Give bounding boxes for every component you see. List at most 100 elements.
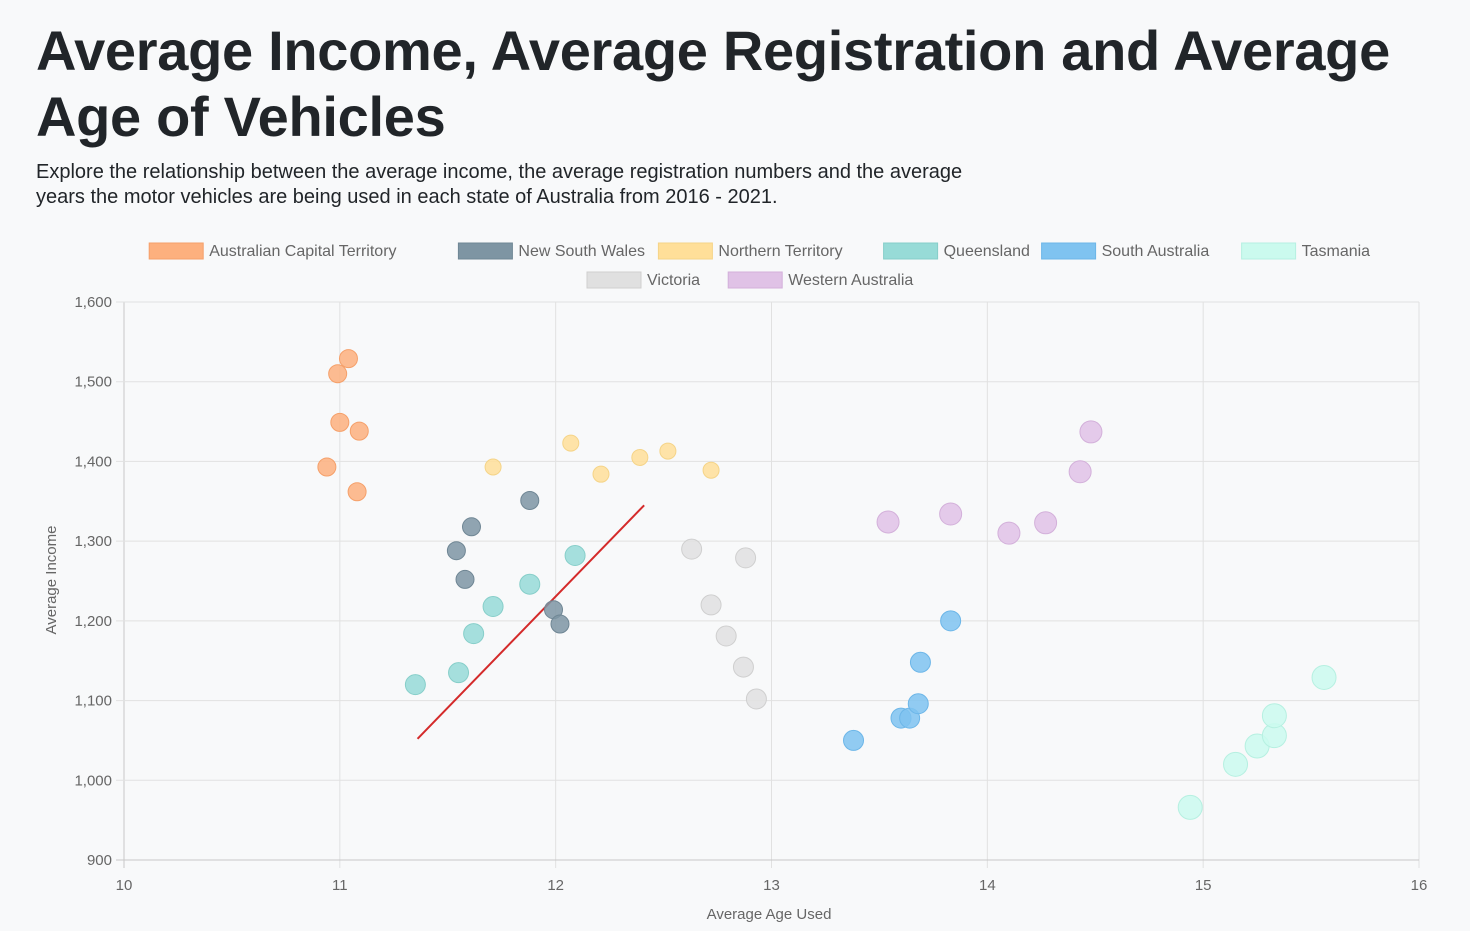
legend-item: New South Wales bbox=[457, 242, 645, 260]
series-group bbox=[446, 490, 570, 634]
chart-legend: Australian Capital Territory New South Wa… bbox=[148, 242, 1371, 289]
y-tick-label: 1,500 bbox=[74, 374, 112, 391]
data-point bbox=[317, 457, 337, 477]
data-point bbox=[338, 349, 358, 369]
legend-label: South Australia bbox=[1102, 243, 1210, 260]
data-point bbox=[907, 693, 929, 715]
data-point bbox=[328, 364, 348, 384]
legend-label: New South Wales bbox=[518, 243, 645, 260]
data-points bbox=[317, 349, 1337, 820]
data-point bbox=[446, 541, 466, 561]
data-point bbox=[876, 510, 900, 534]
legend-label: Victoria bbox=[647, 272, 700, 289]
data-point bbox=[1177, 794, 1203, 820]
trendline-layer bbox=[416, 504, 645, 740]
data-point bbox=[1034, 511, 1058, 535]
x-tick-label: 11 bbox=[332, 877, 348, 894]
legend-item: Australian Capital Territory bbox=[148, 242, 397, 260]
series-group bbox=[404, 544, 586, 696]
data-point bbox=[939, 502, 963, 526]
legend-swatch bbox=[586, 271, 642, 289]
series-group bbox=[484, 434, 720, 483]
data-point bbox=[1068, 460, 1092, 484]
series-group bbox=[1177, 664, 1337, 820]
data-point bbox=[455, 569, 475, 589]
data-point bbox=[631, 448, 649, 466]
page-title: Average Income, Average Registration and… bbox=[36, 19, 1390, 148]
data-point bbox=[461, 517, 481, 537]
data-point bbox=[519, 573, 541, 595]
legend-label: Northern Territory bbox=[718, 243, 842, 260]
data-point bbox=[659, 442, 677, 460]
data-point bbox=[349, 421, 369, 441]
data-point bbox=[732, 656, 754, 678]
page-subtitle: Explore the relationship between the ave… bbox=[36, 161, 963, 208]
legend-swatch bbox=[148, 242, 204, 260]
legend-item: Queensland bbox=[883, 242, 1030, 260]
legend-label: Tasmania bbox=[1302, 243, 1371, 260]
legend-item: Northern Territory bbox=[657, 242, 843, 260]
x-tick-label: 10 bbox=[116, 877, 133, 894]
y-tick-label: 1,200 bbox=[74, 613, 112, 630]
series-group bbox=[681, 538, 767, 710]
data-point bbox=[484, 458, 502, 476]
x-tick-label: 15 bbox=[1195, 877, 1212, 894]
x-axis-title: Average Age Used bbox=[707, 906, 832, 923]
x-tick-label: 14 bbox=[979, 877, 996, 894]
data-point bbox=[1311, 664, 1337, 690]
series-group bbox=[876, 420, 1103, 545]
trend-line bbox=[416, 504, 645, 740]
scatter-chart: Australian Capital Territory New South Wa… bbox=[43, 242, 1427, 923]
data-point bbox=[702, 461, 720, 479]
y-tick-label: 1,600 bbox=[74, 294, 112, 311]
legend-item: Western Australia bbox=[727, 271, 913, 289]
data-point bbox=[940, 610, 962, 632]
legend-item: Tasmania bbox=[1241, 242, 1371, 260]
y-axis-title: Average Income bbox=[43, 526, 60, 635]
y-tick-label: 1,100 bbox=[74, 693, 112, 710]
legend-swatch bbox=[727, 271, 783, 289]
y-tick-label: 1,300 bbox=[74, 533, 112, 550]
legend-swatch bbox=[883, 242, 939, 260]
legend-item: South Australia bbox=[1041, 242, 1210, 260]
data-point bbox=[997, 521, 1021, 545]
data-point bbox=[562, 434, 580, 452]
data-point bbox=[1261, 703, 1287, 729]
data-point bbox=[550, 614, 570, 634]
legend-swatch bbox=[1241, 242, 1297, 260]
data-point bbox=[520, 490, 540, 510]
data-point bbox=[463, 623, 485, 645]
chart-grid bbox=[116, 301, 1420, 868]
x-tick-label: 12 bbox=[547, 877, 564, 894]
data-point bbox=[1223, 751, 1249, 777]
data-point bbox=[330, 412, 350, 432]
data-point bbox=[735, 547, 757, 569]
y-tick-label: 900 bbox=[87, 852, 112, 869]
y-tick-label: 1,400 bbox=[74, 453, 112, 470]
legend-swatch bbox=[457, 242, 513, 260]
data-point bbox=[700, 594, 722, 616]
data-point bbox=[715, 625, 737, 647]
y-tick-label: 1,000 bbox=[74, 772, 112, 789]
legend-item: Victoria bbox=[586, 271, 700, 289]
data-point bbox=[681, 538, 703, 560]
data-point bbox=[404, 674, 426, 696]
data-point bbox=[564, 544, 586, 566]
data-point bbox=[347, 482, 367, 502]
x-tick-label: 13 bbox=[763, 877, 780, 894]
legend-label: Queensland bbox=[944, 243, 1030, 260]
data-point bbox=[448, 662, 470, 684]
series-group bbox=[843, 610, 962, 751]
data-point bbox=[909, 651, 931, 673]
x-tick-label: 16 bbox=[1411, 877, 1428, 894]
chart-axes: 10 11 12 13 14 15 16 900 1,000 1,100 1,200 1,300 1,4… bbox=[74, 294, 1427, 894]
legend-label: Australian Capital Territory bbox=[209, 243, 396, 260]
legend-swatch bbox=[1041, 242, 1097, 260]
data-point bbox=[482, 596, 504, 618]
legend-swatch bbox=[657, 242, 713, 260]
series-group bbox=[317, 349, 369, 502]
legend-label: Western Australia bbox=[788, 272, 913, 289]
data-point bbox=[592, 465, 610, 483]
data-point bbox=[745, 688, 767, 710]
data-point bbox=[843, 729, 865, 751]
